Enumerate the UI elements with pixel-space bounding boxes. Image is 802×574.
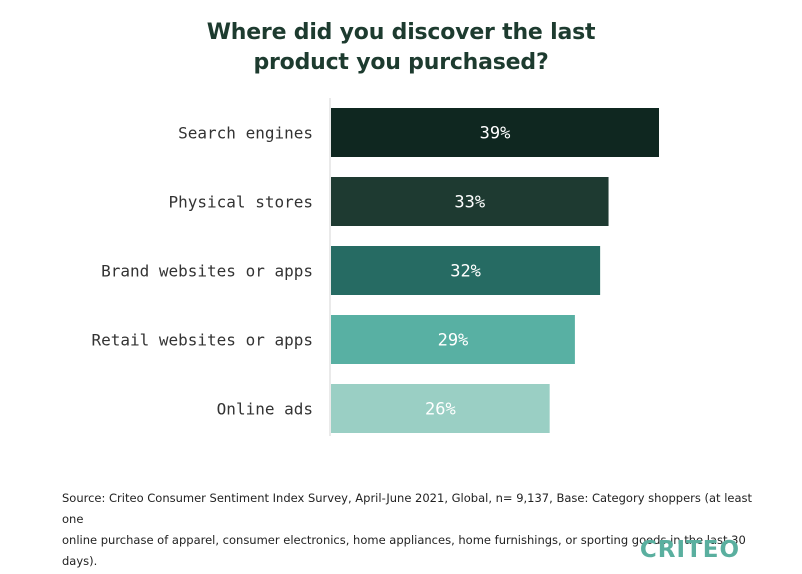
criteo-logo: CRITEO — [639, 537, 740, 563]
bar-1 — [331, 177, 609, 226]
value-label-2: 32% — [450, 262, 481, 282]
category-label-1: Physical stores — [169, 193, 314, 212]
category-label-0: Search engines — [178, 124, 313, 143]
bar-0 — [331, 108, 659, 157]
category-label-4: Online ads — [217, 400, 313, 419]
bar-2 — [331, 246, 601, 295]
chart-title-line-1: Where did you discover the last — [206, 20, 596, 45]
source-note: Source: Criteo Consumer Sentiment Index … — [62, 491, 753, 568]
bar-4 — [331, 384, 550, 433]
value-label-4: 26% — [425, 400, 456, 420]
value-label-1: 33% — [454, 193, 485, 213]
value-label-3: 29% — [438, 331, 469, 351]
bar-3 — [331, 315, 575, 364]
chart-title-line-2: product you purchased? — [253, 50, 549, 75]
category-label-2: Brand websites or apps — [101, 262, 313, 281]
value-label-0: 39% — [480, 124, 511, 144]
category-label-3: Retail websites or apps — [91, 331, 313, 350]
